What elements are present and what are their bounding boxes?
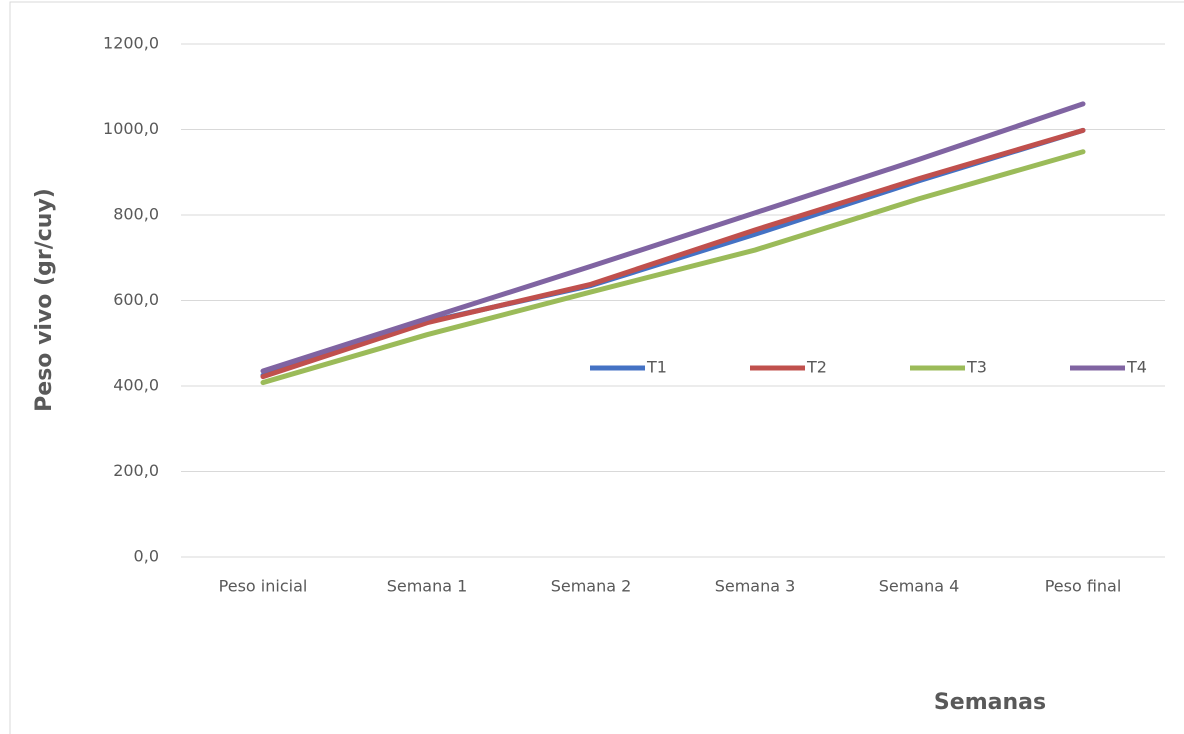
x-tick-label: Semana 1	[387, 577, 468, 596]
legend-label: T3	[966, 358, 987, 377]
y-tick-label: 400,0	[113, 376, 159, 395]
legend-label: T1	[646, 358, 667, 377]
legend-label: T2	[806, 358, 827, 377]
chart-border	[9, 1, 1184, 734]
y-tick-label: 200,0	[113, 461, 159, 480]
y-axis-title: Peso vivo (gr/cuy)	[32, 188, 57, 412]
x-tick-label: Semana 2	[551, 577, 632, 596]
legend-label: T4	[1126, 358, 1147, 377]
y-tick-label: 1000,0	[103, 119, 159, 138]
series-line	[260, 127, 1086, 380]
x-tick-label: Peso inicial	[219, 577, 308, 596]
y-tick-label: 800,0	[113, 205, 159, 224]
x-tick-label: Semana 3	[715, 577, 796, 596]
x-axis-title: Semanas	[934, 690, 1046, 715]
x-tick-label: Semana 4	[879, 577, 960, 596]
y-tick-label: 0,0	[134, 547, 159, 566]
series-line	[260, 149, 1086, 386]
x-tick-label: Peso final	[1045, 577, 1122, 596]
series-line	[260, 101, 1086, 374]
y-tick-label: 600,0	[113, 290, 159, 309]
y-tick-label: 1200,0	[103, 34, 159, 53]
